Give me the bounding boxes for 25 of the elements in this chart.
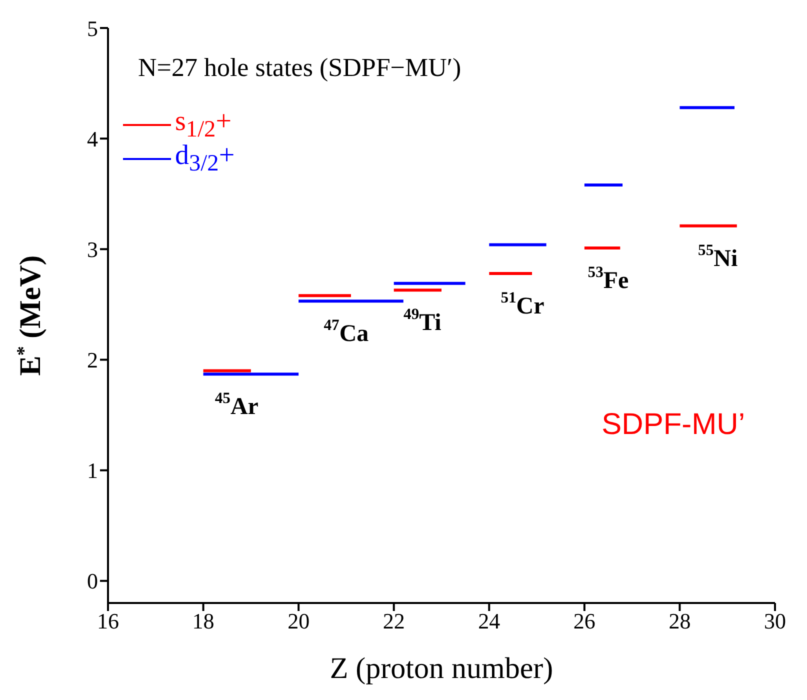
y-tick-label: 2 [87,348,98,373]
x-tick-label: 16 [97,608,119,634]
y-tick-label: 1 [87,458,98,484]
y-tick-label: 4 [87,126,98,152]
x-axis-title: Z (proton number) [330,652,554,685]
annotation: $^{49}$Ti [404,306,442,336]
annotation: $^{47}$Ca [324,317,369,347]
x-tick-label: 30 [764,608,786,634]
legend-label: s$_{1/2}$+ [175,106,232,143]
y-tick-label: 3 [87,236,98,262]
annotation: N=27 hole states (SDPF−MU′) [138,53,462,83]
legend-label: d$_{3/2}$+ [175,140,235,178]
y-tick-label: 0 [87,568,98,594]
x-tick-label: 26 [573,608,596,634]
x-tick-label: 18 [192,608,214,634]
x-tick-label: 22 [382,608,405,634]
x-tick-label: 20 [288,608,310,634]
x-tick-label: 28 [668,608,691,634]
annotation: $^{53}$Fe [588,264,630,294]
annotation: $^{55}$Ni [698,242,738,272]
annotation: SDPF-MU’ [602,408,745,442]
annotation: $^{51}$Cr [500,290,545,319]
y-tick-label: 5 [87,16,98,41]
annotation: $^{45}$Ar [214,390,259,420]
x-tick-label: 24 [478,608,500,634]
